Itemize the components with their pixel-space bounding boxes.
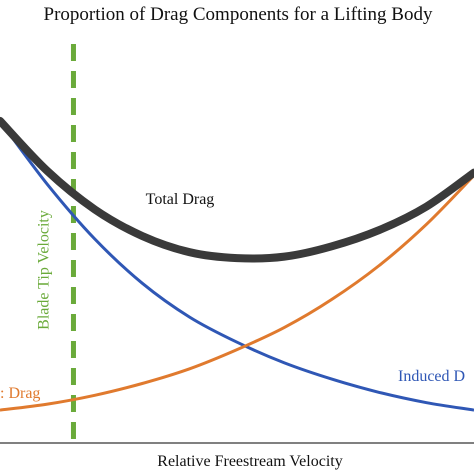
plot-area: Blade Tip Velocity Total Drag Induced D …	[0, 44, 474, 444]
total-drag-line	[0, 116, 474, 263]
blade-tip-velocity-label: Blade Tip Velocity	[35, 210, 52, 330]
induced-drag-line	[0, 120, 474, 412]
total-drag-label: Total Drag	[146, 191, 215, 208]
chart-title: Proportion of Drag Components for a Lift…	[44, 4, 433, 25]
parasite-drag-label: : Drag	[0, 385, 40, 402]
x-axis-label: Relative Freestream Velocity	[157, 453, 342, 470]
parasite-drag-line	[0, 174, 474, 412]
induced-drag-label: Induced D	[398, 368, 465, 385]
